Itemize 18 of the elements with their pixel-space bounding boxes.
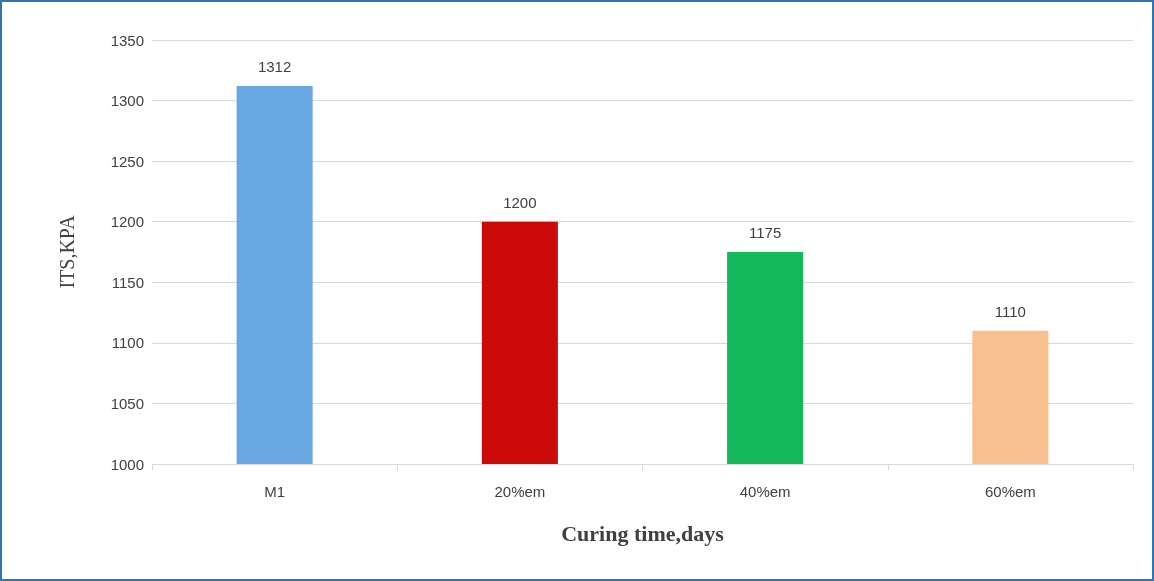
y-tick-label: 1050 (110, 394, 144, 412)
y-tick-label: 1250 (110, 152, 144, 170)
x-axis-title: Curing time,days (561, 520, 725, 546)
data-label: 1312 (257, 58, 292, 76)
x-tick-label: 60%em (984, 483, 1036, 500)
data-label: 1200 (503, 193, 537, 211)
y-tick-label: 1150 (111, 273, 144, 291)
x-tick-label: 20%em (494, 483, 546, 500)
y-tick-label: 1200 (110, 213, 144, 231)
y-tick-label: 1000 (110, 455, 144, 473)
x-tick-label: M1 (264, 483, 286, 500)
data-label: 1175 (748, 224, 782, 241)
data-label: 1110 (994, 302, 1026, 320)
y-axis-title: ITS,KPA (56, 214, 78, 289)
y-tick-label: 1350 (110, 31, 144, 49)
x-tick-label: 40%em (739, 483, 791, 500)
y-tick-label: 1300 (110, 92, 144, 110)
y-tick-label: 1100 (111, 334, 144, 352)
